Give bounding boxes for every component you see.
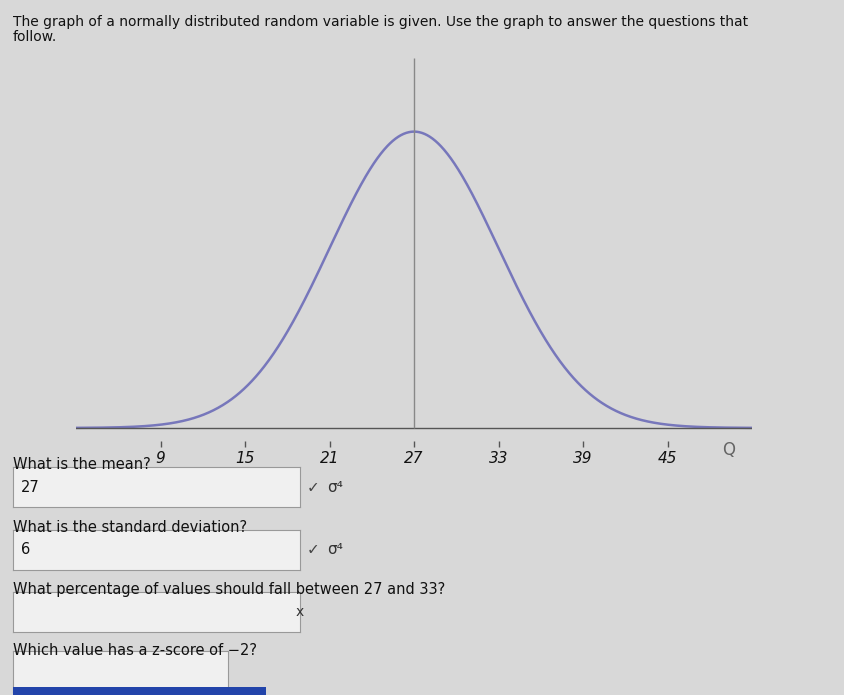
Text: follow.: follow. <box>13 30 57 44</box>
Text: σ⁴: σ⁴ <box>327 480 343 495</box>
Text: What percentage of values should fall between 27 and 33?: What percentage of values should fall be… <box>13 582 445 598</box>
Text: 6: 6 <box>21 542 30 557</box>
Text: Q: Q <box>722 441 734 459</box>
Text: What is the standard deviation?: What is the standard deviation? <box>13 520 246 535</box>
Text: σ⁴: σ⁴ <box>327 542 343 557</box>
Text: Which value has a z-score of −2?: Which value has a z-score of −2? <box>13 643 257 658</box>
Text: x: x <box>295 605 304 619</box>
Text: ✓: ✓ <box>306 480 319 495</box>
Text: 27: 27 <box>21 480 40 495</box>
Text: What is the mean?: What is the mean? <box>13 457 150 473</box>
Text: ✓: ✓ <box>306 542 319 557</box>
Text: The graph of a normally distributed random variable is given. Use the graph to a: The graph of a normally distributed rand… <box>13 15 747 29</box>
